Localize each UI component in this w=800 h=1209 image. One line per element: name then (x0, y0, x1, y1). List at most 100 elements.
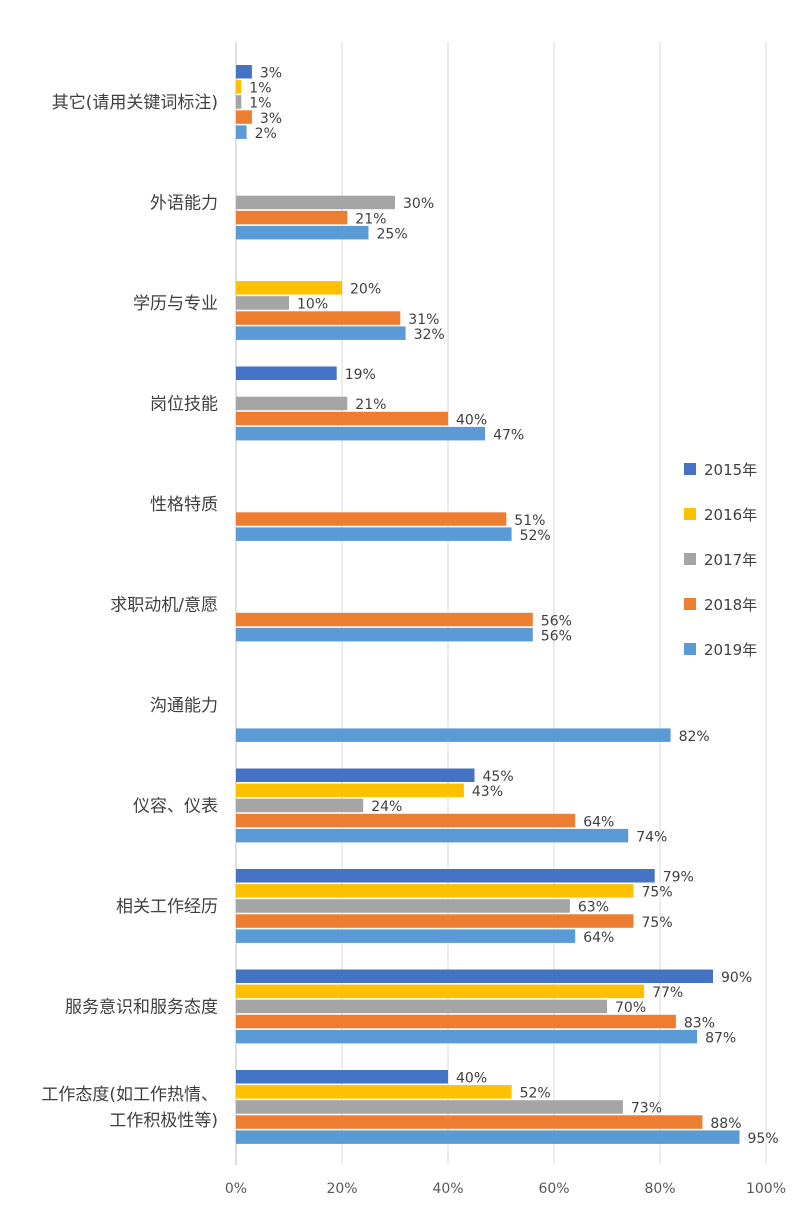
data-label: 51% (514, 513, 545, 529)
legend-label: 2018年 (704, 596, 757, 614)
bar (236, 999, 607, 1014)
data-label: 73% (631, 1101, 662, 1117)
data-label: 3% (260, 66, 282, 82)
bar (236, 828, 629, 843)
bar (236, 426, 486, 441)
bar (236, 813, 576, 828)
bar (236, 80, 242, 94)
data-label: 31% (408, 312, 439, 328)
category-label: 求职动机/意愿 (110, 595, 218, 615)
legend-label: 2015年 (704, 461, 757, 479)
category-label: 学历与专业 (133, 294, 218, 314)
data-label: 1% (249, 81, 271, 97)
data-label: 20% (350, 282, 381, 298)
bar (236, 969, 713, 983)
bar (236, 281, 342, 295)
data-label: 77% (652, 985, 683, 1001)
bar (236, 366, 337, 380)
bar (236, 125, 247, 139)
bar (236, 1130, 740, 1144)
data-label: 30% (403, 196, 434, 212)
bar (236, 296, 289, 310)
bar (236, 929, 576, 943)
bar (236, 411, 448, 426)
x-tick-label: 20% (326, 1181, 357, 1197)
bar (236, 95, 242, 109)
bar (236, 914, 634, 928)
data-label: 3% (260, 111, 282, 127)
data-label: 19% (345, 367, 376, 383)
data-label: 82% (679, 729, 710, 745)
bar (236, 798, 364, 813)
bar (236, 65, 252, 79)
bar (236, 884, 634, 898)
category-label: 仪容、仪表 (133, 796, 218, 816)
bar (236, 326, 406, 340)
bar (236, 527, 512, 541)
bar (236, 1070, 448, 1084)
category-label: 外语能力 (150, 193, 218, 213)
data-label: 87% (705, 1030, 736, 1046)
legend-swatch (684, 463, 696, 475)
legend-label: 2017年 (704, 551, 757, 569)
data-label: 21% (355, 397, 386, 413)
data-label: 2% (255, 126, 277, 142)
data-label: 64% (583, 930, 614, 946)
bar (236, 984, 645, 999)
bar (236, 512, 507, 526)
bar (236, 1014, 676, 1029)
bar (236, 783, 464, 798)
data-label: 64% (583, 814, 614, 830)
x-tick-label: 40% (432, 1181, 463, 1197)
category-label: 工作态度(如工作热情、 (41, 1085, 218, 1105)
data-label: 56% (541, 613, 572, 629)
data-label: 70% (615, 1000, 646, 1016)
bar (236, 1085, 512, 1099)
x-tick-label: 60% (538, 1181, 569, 1197)
data-label: 83% (684, 1015, 715, 1031)
category-label: 沟通能力 (150, 696, 218, 716)
data-label: 63% (578, 900, 609, 916)
data-label: 32% (414, 327, 445, 343)
bar (236, 195, 395, 210)
bar (236, 1100, 623, 1114)
category-label: 相关工作经历 (116, 897, 218, 917)
x-tick-label: 100% (746, 1181, 786, 1197)
bar (236, 210, 348, 225)
data-label: 56% (541, 628, 572, 644)
data-label: 40% (456, 1071, 487, 1087)
bar (236, 768, 475, 782)
bar (236, 396, 348, 411)
bar (236, 110, 252, 124)
category-label: 服务意识和服务态度 (65, 997, 218, 1017)
data-label: 47% (493, 427, 524, 443)
legend-swatch (684, 508, 696, 520)
legend-label: 2016年 (704, 506, 757, 524)
data-label: 10% (297, 297, 328, 313)
data-label: 21% (355, 211, 386, 227)
bar (236, 1029, 698, 1044)
data-label: 52% (520, 528, 551, 544)
data-label: 43% (472, 784, 503, 800)
category-label: 工作积极性等) (109, 1111, 218, 1131)
category-label: 性格特质 (150, 495, 218, 515)
legend-label: 2019年 (704, 641, 757, 659)
bar (236, 311, 401, 325)
data-label: 95% (748, 1131, 779, 1147)
data-label: 88% (710, 1116, 741, 1132)
bar (236, 869, 655, 883)
category-label: 其它(请用关键词标注) (52, 93, 218, 113)
category-label: 岗位技能 (150, 394, 218, 414)
data-label: 52% (520, 1086, 551, 1102)
bar (236, 627, 533, 642)
x-tick-label: 0% (225, 1181, 247, 1197)
bar (236, 728, 671, 742)
data-label: 79% (663, 870, 694, 886)
data-label: 25% (377, 226, 408, 242)
data-label: 40% (456, 412, 487, 428)
data-label: 24% (371, 799, 402, 815)
data-label: 90% (721, 970, 752, 986)
data-label: 1% (249, 96, 271, 112)
